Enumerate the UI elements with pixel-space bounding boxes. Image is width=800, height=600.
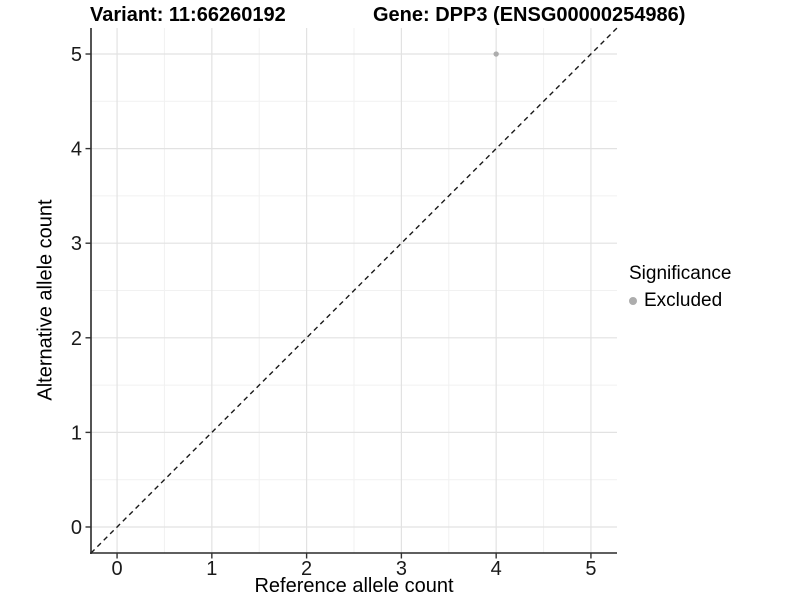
- y-tick-label: 5: [71, 44, 82, 66]
- variant-title: Variant: 11:66260192: [90, 4, 286, 26]
- y-axis-title: Alternative allele count: [34, 199, 57, 401]
- identity-line: [90, 27, 618, 554]
- y-tick-label: 2: [71, 328, 82, 350]
- x-tick-label: 4: [491, 558, 502, 580]
- y-tick-label: 0: [71, 517, 82, 539]
- x-axis-title: Reference allele count: [254, 575, 454, 597]
- gene-title: Gene: DPP3 (ENSG00000254986): [373, 4, 686, 26]
- x-tick-label: 1: [206, 558, 217, 580]
- legend-entry: Excluded: [629, 290, 731, 312]
- y-tick-label: 1: [71, 422, 82, 444]
- y-tick-label: 3: [71, 233, 82, 255]
- x-tick-label: 2: [301, 558, 312, 580]
- x-tick-label: 5: [585, 558, 596, 580]
- legend-title: Significance: [629, 263, 732, 284]
- x-tick-label: 3: [396, 558, 407, 580]
- legend-entry-label: Excluded: [644, 290, 723, 311]
- data-point: [493, 51, 499, 57]
- x-tick-label: 0: [112, 558, 123, 580]
- legend-marker-circle-icon: [629, 297, 637, 305]
- y-tick-label: 4: [71, 139, 82, 161]
- legend: Significance Excluded: [629, 263, 731, 312]
